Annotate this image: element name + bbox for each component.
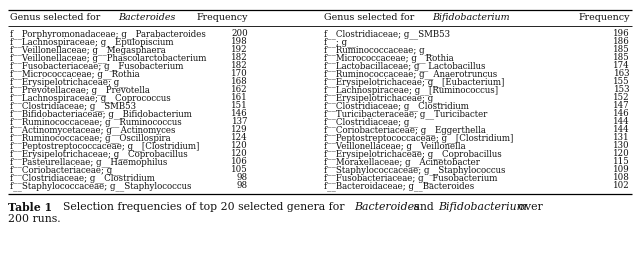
- Text: f__Actinomycetaceae; g__Actinomyces: f__Actinomycetaceae; g__Actinomyces: [10, 125, 175, 135]
- Text: f__; g__: f__; g__: [324, 37, 356, 47]
- Text: f__Lachnospiraceae; g__Coprococcus: f__Lachnospiraceae; g__Coprococcus: [10, 93, 171, 103]
- Text: f__Erysipelotrichaceae; g__Coprobacillus: f__Erysipelotrichaceae; g__Coprobacillus: [10, 149, 188, 159]
- Text: 162: 162: [232, 85, 248, 94]
- Text: f__Lactobacillaceae; g__Lactobacillus: f__Lactobacillaceae; g__Lactobacillus: [324, 61, 486, 71]
- Text: 109: 109: [613, 165, 630, 175]
- Text: f__Fusobacteriaceae; g__Fusobacterium: f__Fusobacteriaceae; g__Fusobacterium: [10, 61, 184, 71]
- Text: Table 1: Table 1: [8, 202, 52, 213]
- Text: 153: 153: [614, 85, 630, 94]
- Text: f__Micrococcaceae; g__Rothia: f__Micrococcaceae; g__Rothia: [10, 69, 140, 79]
- Text: 146: 146: [613, 110, 630, 119]
- Text: 185: 185: [613, 45, 630, 54]
- Text: Selection frequencies of top 20 selected genera for: Selection frequencies of top 20 selected…: [56, 202, 348, 212]
- Text: 182: 182: [231, 54, 248, 63]
- Text: f__Peptostreptococcaceae; g__[Clostridium]: f__Peptostreptococcaceae; g__[Clostridiu…: [324, 133, 513, 143]
- Text: f__Ruminococcaceae; g__: f__Ruminococcaceae; g__: [324, 45, 433, 55]
- Text: 182: 182: [231, 61, 248, 70]
- Text: f__Veillonellaceae; g__Phascolarctobacterium: f__Veillonellaceae; g__Phascolarctobacte…: [10, 53, 206, 63]
- Text: and: and: [410, 202, 437, 212]
- Text: f__Clostridiaceae; g__Clostridium: f__Clostridiaceae; g__Clostridium: [10, 173, 155, 183]
- Text: 102: 102: [613, 181, 630, 190]
- Text: f__Clostridiaceae; g__Clostridium: f__Clostridiaceae; g__Clostridium: [324, 101, 469, 111]
- Text: 198: 198: [231, 38, 248, 47]
- Text: 120: 120: [231, 150, 248, 159]
- Text: 108: 108: [613, 174, 630, 183]
- Text: f__Staphylococcaceae; g__Staphylococcus: f__Staphylococcaceae; g__Staphylococcus: [324, 165, 506, 175]
- Text: 170: 170: [231, 70, 248, 79]
- Text: Bifidobacterium: Bifidobacterium: [432, 14, 509, 23]
- Text: Bacteroides: Bacteroides: [118, 14, 175, 23]
- Text: f__Erysipelotrichaceae; g__Coprobacillus: f__Erysipelotrichaceae; g__Coprobacillus: [324, 149, 502, 159]
- Text: Genus selected for: Genus selected for: [10, 14, 103, 23]
- Text: 147: 147: [613, 101, 630, 110]
- Text: f__Ruminococcaceae; g__Ruminococcus: f__Ruminococcaceae; g__Ruminococcus: [10, 117, 182, 127]
- Text: f__Clostridiaceae; g__SMB53: f__Clostridiaceae; g__SMB53: [324, 29, 450, 39]
- Text: 131: 131: [613, 134, 630, 143]
- Text: f__Moraxellaceae; g__Acinetobacter: f__Moraxellaceae; g__Acinetobacter: [324, 157, 480, 167]
- Text: Bifidobacterium: Bifidobacterium: [438, 202, 527, 212]
- Text: f__Erysipelotrichaceae; g__: f__Erysipelotrichaceae; g__: [10, 77, 128, 87]
- Text: 152: 152: [613, 94, 630, 103]
- Text: 144: 144: [613, 118, 630, 126]
- Text: f__Turicibacteraceae; g__Turicibacter: f__Turicibacteraceae; g__Turicibacter: [324, 109, 488, 119]
- Text: f__Coriobacteriaceae; g__Eggerthella: f__Coriobacteriaceae; g__Eggerthella: [324, 125, 486, 135]
- Text: Bacteroides: Bacteroides: [354, 202, 420, 212]
- Text: over: over: [515, 202, 543, 212]
- Text: Frequency: Frequency: [579, 14, 630, 23]
- Text: 151: 151: [231, 101, 248, 110]
- Text: 186: 186: [613, 38, 630, 47]
- Text: f__Coriobacteriaceae; g__: f__Coriobacteriaceae; g__: [10, 165, 121, 175]
- Text: 144: 144: [613, 125, 630, 134]
- Text: f__Peptostreptococcaceae; g__[Clostridium]: f__Peptostreptococcaceae; g__[Clostridiu…: [10, 141, 200, 151]
- Text: 120: 120: [231, 141, 248, 150]
- Text: f__Bifidobacteriaceae; g__Bifidobacterium: f__Bifidobacteriaceae; g__Bifidobacteriu…: [10, 109, 192, 119]
- Text: 174: 174: [613, 61, 630, 70]
- Text: f__Veillonellaceae; g__Megasphaera: f__Veillonellaceae; g__Megasphaera: [10, 45, 166, 55]
- Text: 130: 130: [613, 141, 630, 150]
- Text: 137: 137: [232, 118, 248, 126]
- Text: f__Erysipelotrichaceae; g__[Eubacterium]: f__Erysipelotrichaceae; g__[Eubacterium]: [324, 77, 504, 87]
- Text: f__Prevotellaceae; g__Prevotella: f__Prevotellaceae; g__Prevotella: [10, 85, 150, 95]
- Text: 168: 168: [231, 78, 248, 86]
- Text: f__Lachnospiraceae; g__Epulopiscium: f__Lachnospiraceae; g__Epulopiscium: [10, 37, 173, 47]
- Text: f__Fusobacteriaceae; g__Fusobacterium: f__Fusobacteriaceae; g__Fusobacterium: [324, 173, 497, 183]
- Text: f__Veillonellaceae; g__Veillonella: f__Veillonellaceae; g__Veillonella: [324, 141, 466, 151]
- Text: f__Ruminococcaceae; g__Anaerotruncus: f__Ruminococcaceae; g__Anaerotruncus: [324, 69, 497, 79]
- Text: 161: 161: [231, 94, 248, 103]
- Text: Frequency: Frequency: [196, 14, 248, 23]
- Text: 200: 200: [231, 29, 248, 39]
- Text: 120: 120: [613, 150, 630, 159]
- Text: 115: 115: [613, 157, 630, 166]
- Text: 185: 185: [613, 54, 630, 63]
- Text: 163: 163: [614, 70, 630, 79]
- Text: 124: 124: [232, 134, 248, 143]
- Text: 155: 155: [613, 78, 630, 86]
- Text: f__Clostridiaceae; g__SMB53: f__Clostridiaceae; g__SMB53: [10, 101, 136, 111]
- Text: 146: 146: [232, 110, 248, 119]
- Text: Genus selected for: Genus selected for: [324, 14, 417, 23]
- Text: f__Pasteurellaceae; g__Haemophilus: f__Pasteurellaceae; g__Haemophilus: [10, 157, 168, 167]
- Text: f__Clostridiaceae; g__: f__Clostridiaceae; g__: [324, 117, 418, 127]
- Text: f__Lachnospiraceae; g__[Ruminococcus]: f__Lachnospiraceae; g__[Ruminococcus]: [324, 85, 498, 95]
- Text: 192: 192: [232, 45, 248, 54]
- Text: f__Bacteroidaceae; g__Bacteroides: f__Bacteroidaceae; g__Bacteroides: [324, 181, 474, 191]
- Text: f__Ruminococcaceae; g__Oscillospira: f__Ruminococcaceae; g__Oscillospira: [10, 133, 171, 143]
- Text: 196: 196: [613, 29, 630, 39]
- Text: 129: 129: [232, 125, 248, 134]
- Text: f__Porphyromonadaceae; g__Parabacteroides: f__Porphyromonadaceae; g__Parabacteroide…: [10, 29, 206, 39]
- Text: f__Micrococcaceae; g__Rothia: f__Micrococcaceae; g__Rothia: [324, 53, 454, 63]
- Text: 105: 105: [231, 165, 248, 175]
- Text: 98: 98: [237, 181, 248, 190]
- Text: 106: 106: [231, 157, 248, 166]
- Text: f__Staphylococcaceae; g__Staphylococcus: f__Staphylococcaceae; g__Staphylococcus: [10, 181, 191, 191]
- Text: 98: 98: [237, 174, 248, 183]
- Text: f__Erysipelotrichaceae; g__: f__Erysipelotrichaceae; g__: [324, 93, 442, 103]
- Text: 200 runs.: 200 runs.: [8, 214, 61, 224]
